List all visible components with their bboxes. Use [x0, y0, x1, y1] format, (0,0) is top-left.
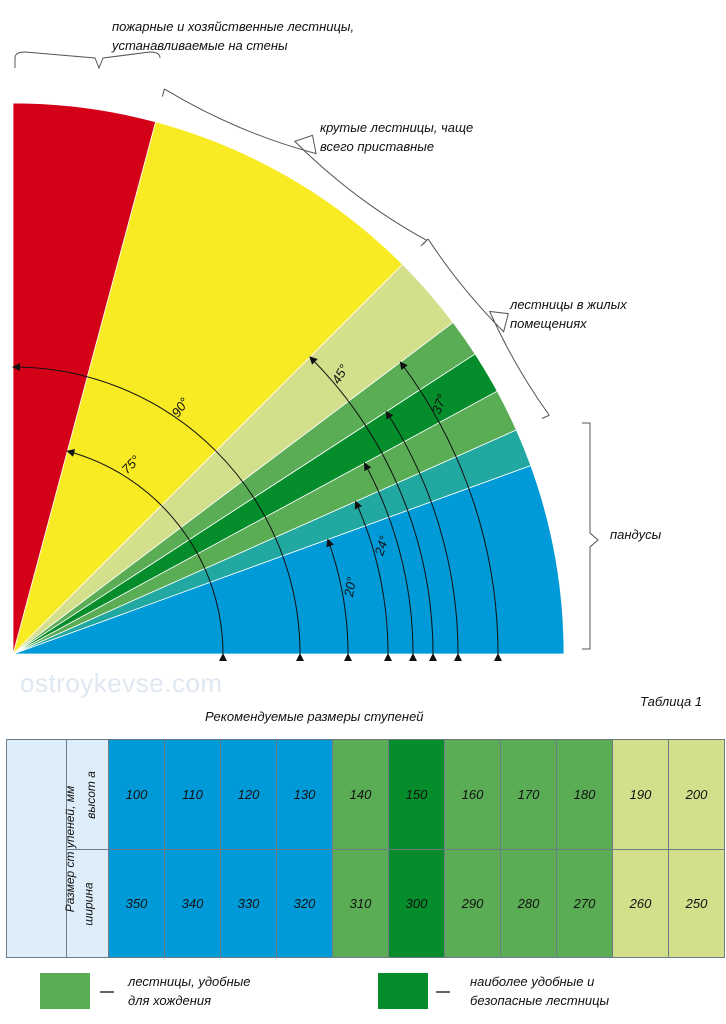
height-cell: 190 — [612, 739, 669, 850]
label-residential-stairs: лестницы в жилых помещениях — [510, 297, 627, 331]
legend-swatch-comfortable — [40, 973, 90, 1009]
height-cell: 170 — [500, 739, 557, 850]
braces — [14, 51, 599, 650]
width-cell: 320 — [276, 849, 333, 958]
arc-24 — [354, 500, 393, 662]
angle-sectors — [12, 102, 565, 656]
angle-label-20: 20° — [341, 576, 359, 599]
angle-arcs — [12, 356, 503, 662]
brace-steep-stairs — [164, 88, 427, 241]
width-cell: 300 — [388, 849, 445, 958]
row-label-height: высот а — [66, 739, 109, 850]
brace-ramps — [582, 422, 599, 650]
row-header-size: Размер ст упеней, мм — [6, 739, 77, 958]
width-cell: 260 — [612, 849, 669, 958]
height-cell: 100 — [108, 739, 165, 850]
angle-label-37: 37° — [429, 392, 450, 416]
row-label-width: ширина — [66, 849, 109, 958]
angle-label-24: 24° — [371, 534, 392, 558]
height-cell: 140 — [332, 739, 389, 850]
arc-75 — [66, 449, 228, 662]
brace-residential-end — [422, 238, 429, 245]
width-cell: 350 — [108, 849, 165, 958]
height-cell: 160 — [444, 739, 501, 850]
width-cell: 310 — [332, 849, 389, 958]
height-cell: 120 — [220, 739, 277, 850]
width-cell: 270 — [556, 849, 613, 958]
label-ramps: пандусы — [610, 527, 662, 542]
watermark: ostroykevse.com — [20, 668, 223, 698]
brace-residential — [427, 238, 550, 416]
arc-33 — [385, 410, 463, 662]
width-cell: 290 — [444, 849, 501, 958]
width-cell: 280 — [500, 849, 557, 958]
arc-37 — [399, 361, 503, 662]
angle-diagram: 90°75°45°37°24°20° — [12, 51, 599, 662]
height-cell: 110 — [164, 739, 221, 850]
legend-label-comfortable: лестницы, удобные для хождения — [128, 974, 251, 1008]
height-cell: 130 — [276, 739, 333, 850]
width-cell: 340 — [164, 849, 221, 958]
steps-table: Размер ст упеней, мм высот а 100 110 120 13… — [6, 739, 725, 958]
label-fire-ladders: пожарные и хозяйственные лестницы, устан… — [112, 19, 355, 53]
brace-steep-stairs-end — [161, 88, 165, 97]
height-cell: 150 — [388, 739, 445, 850]
legend-dash-safest — [436, 991, 450, 993]
arc-20 — [326, 538, 353, 662]
label-steep-stairs: крутые лестницы, чаще всего приставные — [320, 120, 474, 154]
width-cell: 330 — [220, 849, 277, 958]
height-cell: 180 — [556, 739, 613, 850]
table-title: Рекомендуемые размеры ступеней — [205, 709, 424, 724]
legend-dash-comfortable — [100, 991, 114, 993]
legend-swatch-safest — [378, 973, 428, 1009]
legend-label-safest: наиболее удобные и безопасные лестницы — [470, 974, 610, 1008]
height-cell: 200 — [668, 739, 725, 850]
table-caption: Таблица 1 — [640, 694, 703, 709]
brace-fire-ladders — [14, 51, 161, 70]
brace-residential-end — [541, 414, 550, 419]
width-cell: 250 — [668, 849, 725, 958]
arc-28 — [364, 462, 418, 662]
